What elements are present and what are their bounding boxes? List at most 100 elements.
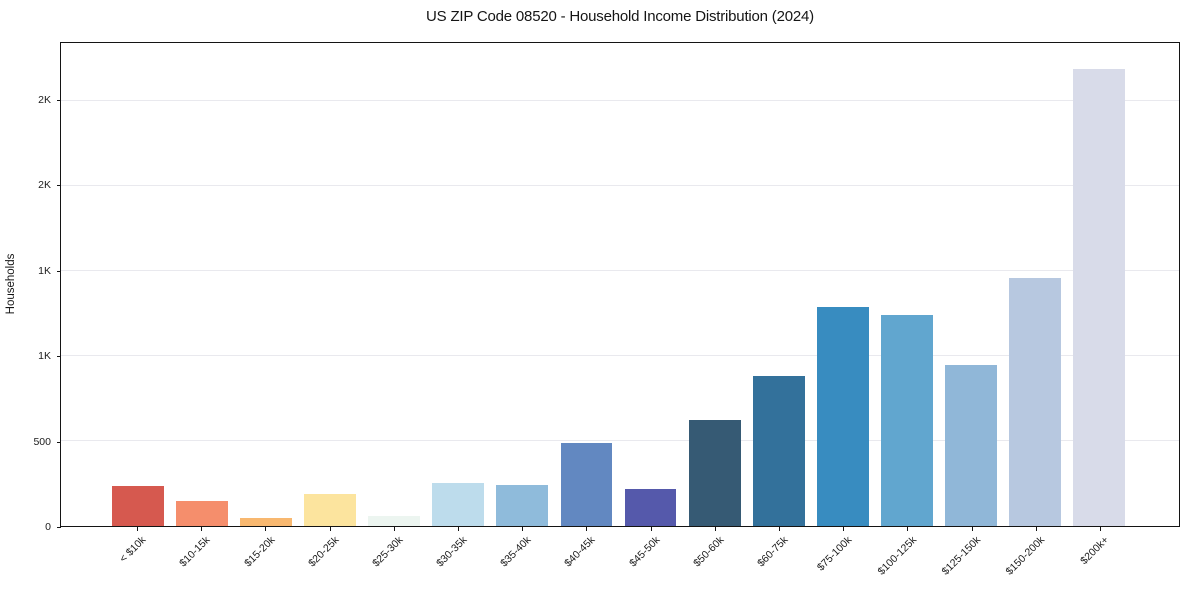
y-axis: 0 500 1K 1K 2K 2K xyxy=(0,42,61,533)
y-tick-mark xyxy=(57,441,61,443)
x-tick-label: $10-15k xyxy=(177,534,213,570)
gridline xyxy=(61,184,1179,186)
y-tick-mark xyxy=(57,356,61,358)
x-tick-label: $20-25k xyxy=(305,534,342,570)
x-tick-label: $30-35k xyxy=(434,534,470,570)
y-tick-mark xyxy=(57,100,61,102)
bar-200k xyxy=(1073,68,1125,526)
bar-slot xyxy=(1003,43,1067,526)
bar-slot xyxy=(170,43,234,526)
x-tick-mark xyxy=(458,527,460,531)
bar-60-75k xyxy=(752,376,805,526)
bar-slot xyxy=(362,43,426,526)
gridline xyxy=(61,354,1179,356)
x-tick-label: $200k+ xyxy=(1078,534,1112,568)
x-tick-mark xyxy=(714,527,716,531)
bar-100-125k xyxy=(880,315,933,526)
bar-75-100k xyxy=(816,306,869,526)
x-tick: $125-150k xyxy=(939,527,1003,587)
x-tick: $100-125k xyxy=(875,527,939,587)
x-tick: $20-25k xyxy=(298,527,362,587)
gridline xyxy=(61,269,1179,271)
gridline xyxy=(61,439,1179,441)
x-tick-label: $35-40k xyxy=(498,534,534,570)
x-tick-mark xyxy=(137,527,139,531)
bar-45-50k xyxy=(624,489,677,526)
x-tick-label: $45-50k xyxy=(626,534,663,570)
x-tick-mark xyxy=(650,527,652,531)
x-tick: $10-15k xyxy=(169,527,233,587)
bar-slot xyxy=(554,43,618,526)
x-tick-label: $25-30k xyxy=(370,534,406,570)
x-tick: $40-45k xyxy=(554,527,618,587)
y-tick-mark xyxy=(57,185,61,187)
x-tick: $75-100k xyxy=(811,527,875,587)
bar-25-30k xyxy=(368,515,421,526)
x-tick-label: $60-75k xyxy=(755,534,791,570)
y-tick-label: 2K xyxy=(38,179,51,192)
x-tick-mark xyxy=(393,527,395,531)
x-tick: $45-50k xyxy=(619,527,683,587)
y-tick-label: 0 xyxy=(45,521,51,533)
bar-40-45k xyxy=(560,442,613,526)
bar-slot xyxy=(490,43,554,526)
y-tick-mark xyxy=(57,527,61,528)
x-tick-mark xyxy=(201,527,203,531)
bar-50-60k xyxy=(688,419,741,526)
bar-slot xyxy=(426,43,490,526)
x-tick-label: $150-200k xyxy=(1003,534,1048,578)
bar-slot xyxy=(875,43,939,526)
x-tick-mark xyxy=(843,527,845,531)
bar-slot xyxy=(234,43,298,526)
x-tick: $25-30k xyxy=(362,527,426,587)
x-tick: $60-75k xyxy=(747,527,811,587)
bar-slot xyxy=(683,43,747,526)
x-tick-mark xyxy=(1099,527,1101,531)
x-tick-mark xyxy=(778,527,780,531)
x-tick-mark xyxy=(907,527,909,531)
bar-125-150k xyxy=(944,365,997,526)
x-tick-label: $50-60k xyxy=(690,534,727,570)
x-tick-mark xyxy=(265,527,267,531)
y-tick-mark xyxy=(57,270,61,272)
bar-slot xyxy=(811,43,875,526)
x-tick: $35-40k xyxy=(490,527,554,587)
x-axis: < $10k $10-15k $15-20k $20-25k $25-30k $30-35… xyxy=(60,527,1180,587)
x-tick-label: < $10k xyxy=(117,534,149,565)
bar-20-25k xyxy=(304,493,357,526)
x-tick-label: $75-100k xyxy=(815,534,855,574)
x-tick-label: $100-125k xyxy=(875,534,919,578)
x-tick: $50-60k xyxy=(683,527,747,587)
x-tick-mark xyxy=(329,527,331,531)
bar-15-20k xyxy=(240,517,293,526)
gridline xyxy=(61,99,1179,101)
bar-10k xyxy=(112,486,164,526)
plot-area xyxy=(60,42,1180,527)
bar-150-200k xyxy=(1008,277,1061,526)
x-tick: < $10k xyxy=(105,527,169,587)
x-tick: $15-20k xyxy=(233,527,297,587)
x-tick-mark xyxy=(971,527,973,531)
x-tick-mark xyxy=(1035,527,1037,531)
bar-10-15k xyxy=(176,501,229,526)
bar-slot xyxy=(619,43,683,526)
x-tick: $200k+ xyxy=(1068,527,1132,587)
y-tick-label: 1K xyxy=(38,264,51,277)
y-tick-label: 1K xyxy=(38,350,51,363)
x-tick-label: $125-150k xyxy=(939,534,984,578)
bar-30-35k xyxy=(432,483,485,526)
bar-slot xyxy=(1067,43,1131,526)
x-tick: $30-35k xyxy=(426,527,490,587)
y-tick-label: 500 xyxy=(33,435,51,448)
x-tick-label: $40-45k xyxy=(562,534,598,570)
bar-slot xyxy=(298,43,362,526)
chart-title: US ZIP Code 08520 - Household Income Dis… xyxy=(426,8,814,25)
bar-35-40k xyxy=(496,485,549,526)
x-tick-mark xyxy=(586,527,588,531)
bar-slot xyxy=(939,43,1003,526)
x-tick-mark xyxy=(522,527,524,531)
bar-slot xyxy=(106,43,170,526)
bars-row xyxy=(61,43,1179,526)
x-tick: $150-200k xyxy=(1004,527,1068,587)
